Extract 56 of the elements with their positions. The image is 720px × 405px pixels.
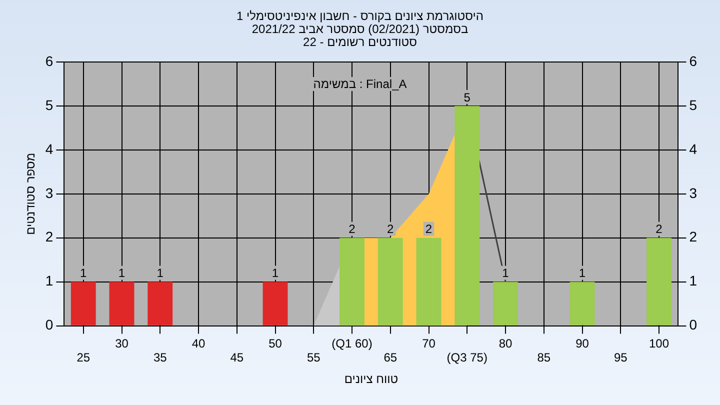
y2-tick-label: 2 [689,228,698,245]
y2-tick-label: 3 [689,184,698,201]
x-tick-label: 40 [192,336,206,350]
x-tick-label: 90 [576,336,590,350]
y-tick-label: 5 [45,96,54,113]
y2-tick-label: 5 [689,96,698,113]
y2-tick-label: 0 [689,316,698,333]
bar [109,282,134,326]
y-axis-title: מספר סטודנטים [24,152,38,235]
y-tick-label: 0 [45,316,54,333]
chart-subtitle: בסמסטר (02/2021) סמסטר אביב 2021/22 סטודנטים רשומים - 22 [250,22,470,49]
data-label: 1 [156,266,164,280]
x-tick-label: 25 [76,350,90,365]
bar [570,282,595,326]
x-tick-label: (Q3 75) [446,350,488,365]
bar [262,282,288,326]
bar [493,282,518,326]
data-label: 1 [272,266,279,280]
y-tick-label: 4 [45,140,54,157]
bar [70,282,96,326]
x-tick-label: (Q1 60) [332,336,372,350]
x-axis-title: טווח ציונים [344,372,398,386]
bar [378,238,403,326]
bar [646,238,672,326]
x-tick-label: 50 [268,336,282,350]
annotation: Final_A : במשימה [310,77,410,91]
y-tick-label: 6 [45,52,54,69]
bar [416,238,442,326]
data-label: 1 [80,266,88,280]
x-tick-label: 55 [306,350,321,365]
data-label: 2 [656,222,663,236]
data-label: 1 [578,266,586,280]
data-label: 1 [118,266,126,280]
data-label: 2 [387,222,394,236]
x-tick-label: 65 [384,350,398,365]
x-tick-label: 85 [537,350,551,365]
y2-tick-label: 6 [689,52,698,69]
x-tick-label: 45 [230,350,244,365]
x-tick-label: 70 [422,336,436,350]
y-tick-label: 1 [45,272,54,289]
y-tick-label: 2 [45,228,54,245]
y2-tick-label: 4 [689,140,698,157]
data-label: 2 [425,222,432,236]
x-tick-label: 30 [115,336,129,350]
data-label: 1 [502,266,510,280]
bar [454,106,480,326]
y2-tick-label: 1 [689,272,698,289]
y-tick-label: 3 [45,184,54,201]
bar [148,282,173,326]
data-label: 2 [348,222,356,236]
x-tick-label: 80 [498,336,513,350]
x-tick-label: 35 [153,350,168,365]
chart-title: היסטוגרמת ציונים בקורס - חשבון אינפיניטסימלי 1 [236,9,484,23]
x-tick-label: 100 [649,336,670,350]
data-label: 5 [464,90,471,104]
x-tick-label: 95 [614,350,628,365]
